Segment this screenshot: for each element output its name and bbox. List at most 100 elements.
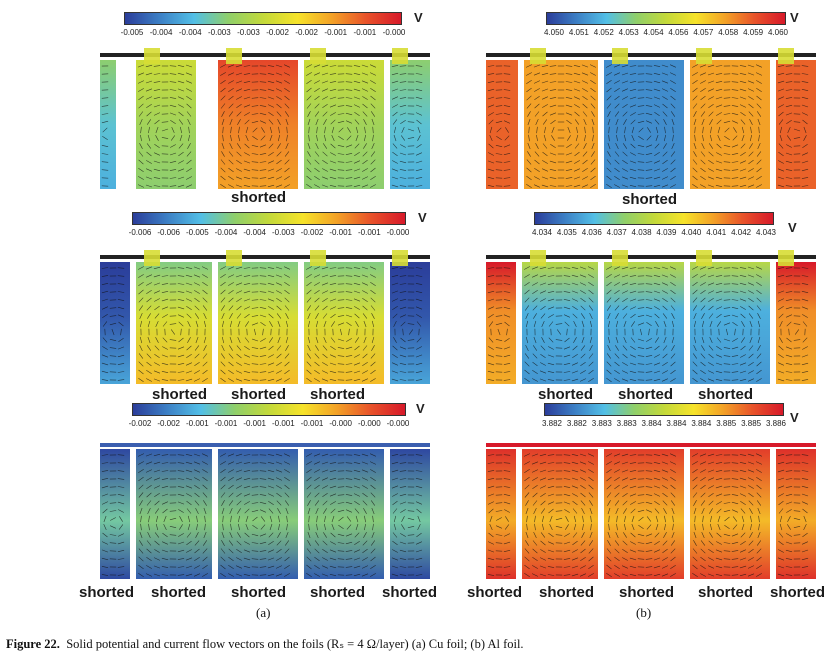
current-vectors	[101, 266, 423, 383]
foil-sheet	[776, 262, 816, 384]
al-mid-ticks: 4.034 4.035 4.036 4.037 4.038 4.039 4.040 4.041…	[531, 228, 777, 240]
cu-mid-potential-map	[100, 250, 430, 388]
colorbar-tick-label: 3.886	[765, 419, 787, 428]
colorbar-tick-label: -0.000	[357, 419, 381, 428]
cu-bot-shorted-label-4: shorted	[310, 584, 366, 601]
colorbar-tick-label: -0.000	[382, 28, 406, 37]
colorbar-tick-label: -0.003	[207, 28, 231, 37]
foil-sheet	[390, 262, 430, 384]
foil-tab	[310, 250, 326, 266]
colorbar-tick-label: 3.885	[716, 419, 737, 428]
foil-tab	[778, 48, 794, 64]
al-mid-shorted-label-1: shorted	[538, 386, 594, 403]
potential-field-svg	[486, 443, 816, 579]
al-mid-shorted-label-2: shorted	[618, 386, 674, 403]
al-top-unit: V	[790, 10, 799, 25]
colorbar-tick-label: 4.034	[531, 228, 553, 237]
colorbar-tick-label: 4.042	[731, 228, 752, 237]
colorbar-tick-label: 4.050	[543, 28, 565, 37]
al-bot-shorted-label-5: shorted	[770, 584, 826, 601]
colorbar-tick-label: -0.000	[386, 228, 410, 237]
foil-sheet	[100, 60, 116, 189]
colorbar-tick-label: 4.059	[743, 28, 764, 37]
foil-sheet	[100, 449, 130, 579]
colorbar-tick-label: -0.005	[120, 28, 144, 37]
colorbar-tick-label: 3.885	[741, 419, 762, 428]
cu-bot-shorted-label-2: shorted	[151, 584, 207, 601]
foil-tab	[696, 48, 712, 64]
current-vectors	[487, 266, 809, 383]
current-collector-bar	[486, 255, 816, 259]
colorbar-tick-label: -0.001	[243, 419, 266, 428]
al-bot-shorted-label-3: shorted	[619, 584, 675, 601]
subfigure-b-label: (b)	[636, 605, 652, 620]
colorbar-tick-label: 3.882	[566, 419, 587, 428]
colorbar-tick-label: -0.004	[149, 28, 173, 37]
current-vectors	[101, 453, 423, 578]
foil-tab	[392, 250, 408, 266]
colorbar-tick-label: -0.000	[329, 419, 352, 428]
colorbar-tick-label: -0.001	[353, 28, 377, 37]
cu-bot-shorted-label-1: shorted	[79, 584, 135, 601]
potential-field-svg	[486, 250, 816, 384]
colorbar-tick-label: 4.041	[706, 228, 727, 237]
cu-mid-unit: V	[418, 210, 427, 225]
cu-bot-potential-map	[100, 443, 430, 583]
al-top-potential-map	[486, 48, 816, 193]
colorbar-tick-label: -0.002	[157, 419, 180, 428]
colorbar-tick-label: 4.057	[693, 28, 714, 37]
colorbar-tick-label: -0.001	[271, 419, 295, 428]
colorbar-tick-label: 4.043	[755, 228, 777, 237]
foil-sheet	[522, 262, 598, 384]
figure-caption: Figure 22. Solid potential and current f…	[6, 636, 826, 652]
current-vectors	[487, 64, 809, 189]
colorbar-tick-label: -0.001	[300, 419, 324, 428]
al-mid-unit: V	[788, 220, 797, 235]
current-collector-bar	[486, 443, 816, 447]
cu-bot-colorbar	[132, 403, 406, 416]
foil-tab	[530, 250, 546, 266]
current-collector-bar	[486, 53, 816, 57]
colorbar-tick-label: 4.039	[656, 228, 677, 237]
cu-mid-colorbar	[132, 212, 406, 225]
colorbar-tick-label: 4.060	[767, 28, 789, 37]
foil-sheet	[486, 262, 516, 384]
cu-bot-shorted-label-3: shorted	[231, 584, 287, 601]
colorbar-tick-label: -0.002	[266, 28, 289, 37]
cu-top-potential-map	[100, 48, 430, 193]
colorbar-tick-label: 4.053	[618, 28, 639, 37]
potential-field-svg	[100, 250, 430, 384]
current-collector-bar	[100, 255, 430, 259]
caption-label: Figure 22.	[6, 637, 60, 651]
colorbar-tick-label: 3.883	[616, 419, 637, 428]
colorbar-tick-label: 4.058	[718, 28, 739, 37]
current-vectors	[487, 453, 809, 578]
colorbar-tick-label: -0.003	[237, 28, 260, 37]
colorbar-tick-label: -0.002	[295, 28, 318, 37]
foil-tab	[392, 48, 408, 64]
colorbar-tick-label: 4.035	[556, 228, 577, 237]
colorbar-tick-label: -0.001	[185, 419, 209, 428]
colorbar-tick-label: -0.006	[157, 228, 180, 237]
colorbar-tick-label: -0.001	[324, 28, 348, 37]
cu-top-shorted-label: shorted	[231, 189, 287, 206]
colorbar-tick-label: -0.004	[214, 228, 238, 237]
colorbar-tick-label: -0.003	[271, 228, 295, 237]
foil-sheet	[524, 60, 598, 189]
colorbar-tick-label: -0.000	[386, 419, 410, 428]
cu-bot-unit: V	[416, 401, 425, 416]
cu-top-ticks: -0.005 -0.004 -0.004 -0.003 -0.003 -0.002 -0.0…	[120, 28, 406, 40]
al-bot-unit: V	[790, 410, 799, 425]
potential-field-svg	[100, 443, 430, 579]
cu-top-colorbar	[124, 12, 402, 25]
colorbar-tick-label: -0.004	[178, 28, 202, 37]
foil-tab	[696, 250, 712, 266]
current-collector-bar	[100, 443, 430, 447]
colorbar-tick-label: 4.036	[581, 228, 602, 237]
potential-field-svg	[100, 48, 430, 189]
colorbar-tick-label: 3.884	[666, 419, 687, 428]
foil-tab	[778, 250, 794, 266]
cu-mid-shorted-label-1: shorted	[152, 386, 208, 403]
colorbar-tick-label: 4.040	[681, 228, 702, 237]
colorbar-tick-label: 4.054	[643, 28, 664, 37]
